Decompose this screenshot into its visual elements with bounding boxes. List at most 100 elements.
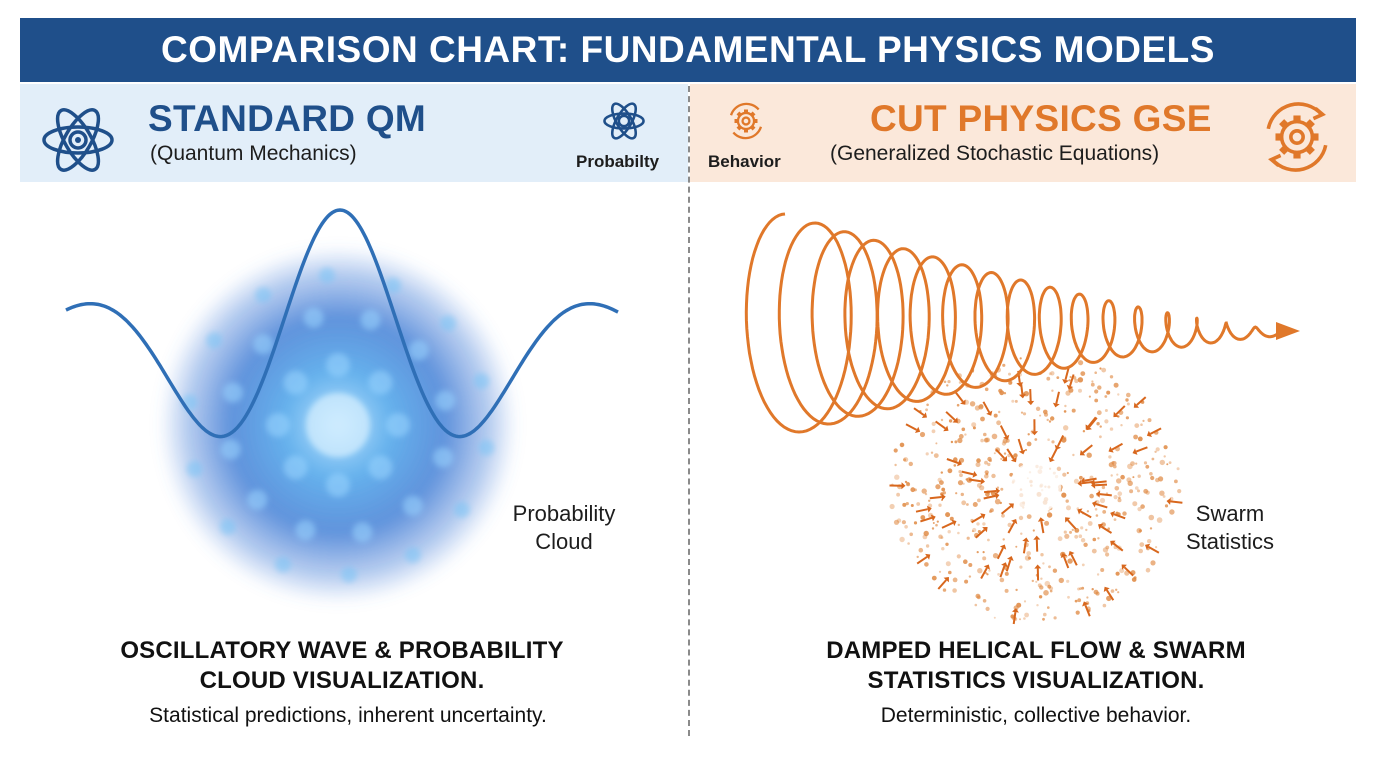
swarm-arrowhead [1027,400,1035,406]
swarm-particle [996,486,1000,489]
atom-icon [42,108,114,172]
swarm-particle [1137,436,1143,442]
swarm-arrowhead [1092,500,1097,508]
swarm-particle [984,387,989,392]
swarm-particle [1135,462,1138,465]
swarm-particle [1073,478,1079,484]
swarm-arrowhead [1018,449,1026,455]
swarm-arrowhead [995,487,1001,495]
swarm-particle [1077,598,1082,603]
swarm-particle [937,477,942,483]
cut-physics-subtitle: (Generalized Stochastic Equations) [830,142,1160,165]
swarm-particle [1036,604,1039,607]
swarm-particle [1039,414,1042,417]
swarm-particle [896,492,900,497]
swarm-arrowhead [1012,608,1019,613]
right-caption-heading: DAMPED HELICAL FLOW & SWARM STATISTICS V… [706,636,1366,696]
swarm-arrowhead [1091,481,1096,489]
swarm-particle [1139,542,1145,547]
swarm-particle [982,551,985,554]
swarm-particle [904,525,908,529]
swarm-particle [931,575,937,581]
swarm-arrow [1017,438,1024,451]
swarm-particle [1083,542,1088,547]
swarm-arrowhead [1054,444,1061,450]
swarm-particle [1108,455,1112,459]
swarm-particle [899,536,905,543]
swarm-arrow [1082,444,1093,454]
swarm-particle [958,470,962,474]
swarm-particle [971,530,974,533]
swarm-particle [1096,410,1102,416]
swarm-arrow [1080,510,1092,519]
swarm-particle [982,522,986,526]
swarm-particle [931,429,936,434]
swarm-particle [956,403,960,407]
swarm-particle [1074,378,1079,384]
swarm-particle [910,504,914,507]
swarm-particle [1091,548,1097,554]
swarm-particle [988,569,991,572]
swarm-particle [948,570,952,575]
swarm-particle [952,588,957,593]
swarm-particle [976,551,979,554]
swarm-particle [1080,526,1084,530]
swarm-particle [1043,590,1049,596]
swarm-particle [1109,427,1114,431]
swarm-particle [1135,486,1139,490]
swarm-particle [940,418,944,422]
swarm-particle [1049,589,1053,593]
swarm-particle [1129,489,1134,494]
swarm-particle [1159,490,1165,496]
swarm-arrowhead [1110,511,1116,518]
left-caption-line1: OSCILLATORY WAVE & PROBABILITY [120,637,564,664]
swarm-particle [1068,379,1071,382]
swarm-particle [989,510,992,513]
swarm-particle [1117,498,1122,503]
swarm-arrowhead [986,410,993,416]
swarm-arrowhead [1079,449,1086,456]
right-caption-line2: STATISTICS VISUALIZATION. [867,667,1205,694]
swarm-particle [1042,617,1045,621]
swarm-particle [985,437,990,443]
swarm-particle [1043,409,1048,415]
probability-label-line1: Probability [512,501,616,526]
swarm-particle [955,492,958,495]
swarm-arrowhead [1077,508,1083,515]
swarm-arrow [954,391,964,403]
swarm-particle [935,523,938,527]
swarm-particle [1058,577,1065,584]
swarm-particle [1091,588,1094,591]
swarm-particle [962,482,965,485]
swarm-arrowhead [1010,457,1017,463]
swarm-particle [927,503,933,508]
swarm-particle [1015,545,1018,548]
swarm-arrow [1135,446,1148,453]
swarm-particle [932,522,935,524]
swarm-arrowhead [1019,394,1026,399]
swarm-particle [1051,389,1054,392]
swarm-arrowhead [980,513,986,520]
swarm-arrowhead [1001,562,1008,568]
swarm-particle [893,448,898,453]
swarm-arrow [1064,367,1070,381]
swarm-arrowhead [1082,601,1089,607]
standard-qm-header [20,84,688,182]
swarm-particle [1149,472,1153,476]
swarm-particle [1079,475,1083,480]
swarm-particle [983,432,987,437]
swarm-arrow [982,401,991,413]
swarm-cloud [889,357,1183,625]
right-caption-sub: Deterministic, collective behavior. [880,704,1192,727]
swarm-arrow [995,448,1006,459]
swarm-particle [1066,471,1069,475]
swarm-particle [1064,533,1070,539]
swarm-arrowhead [1132,448,1138,455]
swarm-particle [1085,528,1088,532]
swarm-particle [953,464,957,467]
swarm-particle [1078,388,1082,393]
swarm-particle [941,547,945,551]
swarm-particle [982,556,987,561]
swarm-particle [999,577,1005,583]
swarm-particle [1156,517,1163,523]
